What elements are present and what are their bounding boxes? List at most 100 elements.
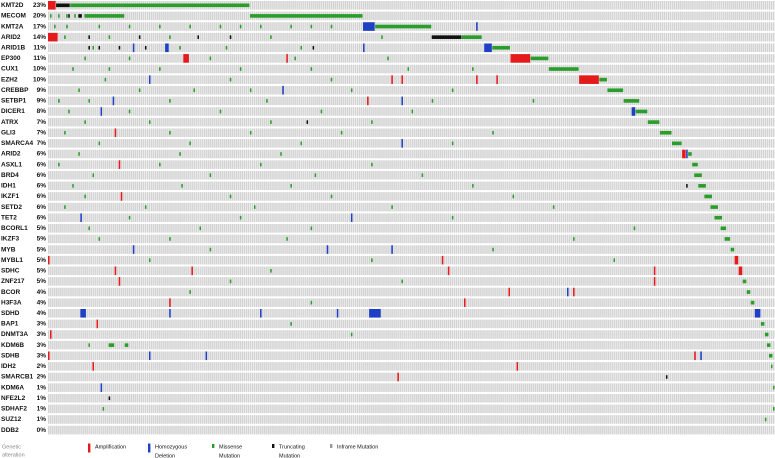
alteration-mis [381,35,383,39]
legend-label: Deletion [155,453,175,458]
row-background [48,1,775,10]
alteration-trunc [118,45,121,50]
alteration-mis [599,77,607,82]
alteration-mis [720,226,727,231]
legend-label: Missense [219,444,242,450]
gene-frequency: 3% [37,321,47,328]
gene-name: IKZF1 [1,193,19,200]
alteration-mis [623,99,640,103]
alteration-mis [78,152,80,156]
alteration-mis [286,237,288,241]
alteration-mis [260,24,262,29]
alteration-trunc [68,14,70,18]
gene-name: EZH2 [1,76,18,83]
gene-frequency: 11% [33,55,46,62]
alteration-mis [249,14,363,18]
gene-frequency: 2% [37,363,47,370]
gene-frequency: 5% [37,225,47,232]
gene-name: DNMT3A [1,331,28,338]
gene-name: SDHB [1,352,20,359]
alteration-amp [441,255,444,265]
alteration-del [484,43,492,53]
alteration-mis [70,3,250,8]
alteration-mis [530,56,549,61]
alteration-mis [573,237,575,241]
alteration-mis [84,14,125,18]
gene-name: NFE2L2 [1,395,26,402]
row-background [48,362,775,371]
legend-label: Homozygous [155,444,187,450]
alteration-mis [532,99,535,103]
alteration-mis [88,226,90,231]
alteration-mis [92,173,94,178]
alteration-mis [181,184,183,188]
gene-name: KMT2D [1,2,24,9]
gene-name: DICER1 [1,108,25,115]
row-background [48,425,775,435]
alteration-mis [512,194,515,199]
alteration-mis [760,322,765,326]
gene-frequency: 1% [37,384,47,391]
gene-frequency: 1% [37,416,47,423]
gene-frequency: 4% [37,310,47,317]
alteration-mis [310,300,313,305]
gene-frequency: 6% [37,204,47,211]
alteration-mis [138,88,141,93]
alteration-mis [66,24,68,29]
alteration-mis [128,109,131,114]
alteration-mis [148,258,151,262]
alteration-del [476,22,478,31]
row-background [48,149,775,159]
row-background [48,330,775,339]
alteration-mis [270,120,272,124]
alteration-mis [64,35,66,39]
alteration-mis [159,67,161,71]
alteration-mis [219,109,222,114]
alteration-mis [492,247,494,252]
alteration-mis [492,130,494,135]
alteration-mis [239,24,242,29]
alteration-mis [72,184,74,188]
alteration-del [350,213,353,222]
legend-swatch [330,444,333,448]
alteration-trunc [144,45,147,50]
alteration-mis [310,67,313,71]
alteration-del [566,287,569,297]
alteration-amp [367,96,369,106]
alteration-del [165,43,169,53]
row-background [48,298,775,307]
alteration-trunc [229,35,232,39]
gene-frequency: 3% [37,342,47,349]
gene-name: ARID1B [1,44,26,51]
gene-frequency: 23% [33,2,46,9]
alteration-mis [104,77,107,82]
alteration-amp [48,1,56,10]
gene-frequency: 6% [37,214,47,221]
alteration-amp [118,160,121,169]
row-background [48,245,775,254]
alteration-mis [169,99,171,103]
row-background [48,351,775,361]
alteration-amp [447,266,450,276]
alteration-amp [734,255,739,265]
alteration-trunc [138,35,141,39]
row-background [48,117,775,127]
gene-frequency: 3% [37,331,47,338]
alteration-del [326,245,329,254]
alteration-mis [688,152,692,156]
alteration-mis [54,24,56,29]
alteration-del [80,308,86,318]
gene-name: SDHD [1,310,20,317]
gene-frequency: 1% [37,406,47,413]
gene-name: BAP1 [1,321,19,328]
alteration-mis [764,332,769,337]
alteration-mis [229,194,232,199]
gene-frequency: 3% [37,352,47,359]
alteration-del [132,245,135,254]
alteration-mis [411,109,414,114]
alteration-amp [118,277,121,286]
alteration-mis [768,353,773,358]
row-background [48,85,775,95]
alteration-mis [310,24,313,29]
alteration-del [363,43,365,53]
